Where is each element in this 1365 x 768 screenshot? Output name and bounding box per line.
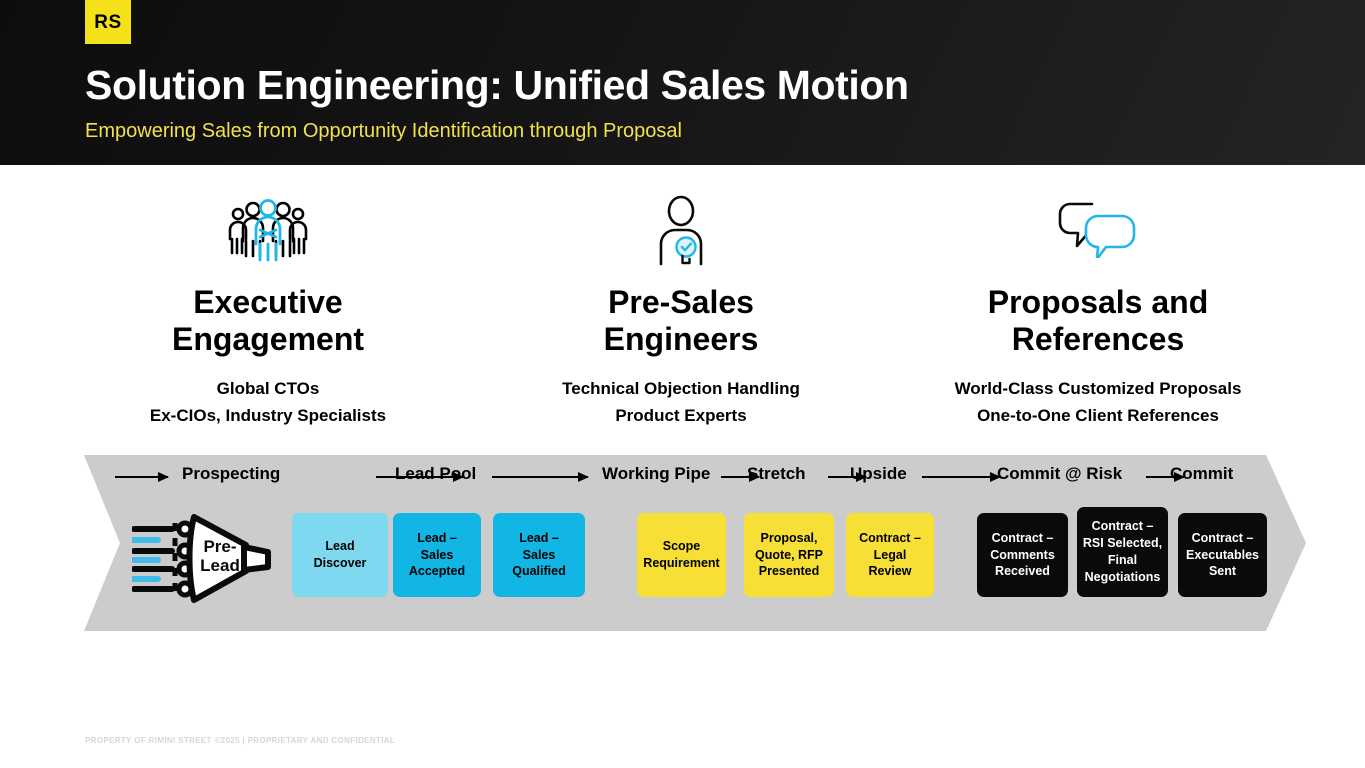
card-lead-sales-qualified[interactable]: Lead – Sales Qualified — [493, 513, 585, 597]
pillar-pre-sales-engineers: Pre-Sales Engineers Technical Objection H… — [530, 190, 832, 430]
stage-label-lead-pool: Lead Pool — [395, 464, 477, 483]
card-lead-discover[interactable]: Lead Discover — [292, 513, 388, 597]
flow-arrow-icon — [492, 471, 589, 482]
pillar-subtext: Global CTOs Ex-CIOs, Industry Specialist… — [118, 375, 418, 429]
flow-arrow-icon — [721, 471, 760, 482]
person-with-badge-icon — [530, 190, 832, 270]
page-title: Solution Engineering: Unified Sales Moti… — [85, 62, 909, 108]
card-scope-requirement[interactable]: Scope Requirement — [637, 513, 726, 597]
slide-header: RS Solution Engineering: Unified Sales M… — [0, 0, 1365, 165]
funnel-label-line-1: Pre- — [203, 537, 236, 556]
pillar-proposals-and-references: Proposals and References World-Class Cust… — [918, 190, 1278, 430]
stage-label-prospecting: Prospecting — [182, 464, 281, 483]
stage-label-stretch: Stretch — [747, 464, 806, 483]
pillar-title: Executive Engagement — [171, 284, 365, 358]
stage-label-commit-at-risk: Commit @ Risk — [997, 464, 1123, 483]
stage-label-upside: Upside — [850, 464, 907, 483]
pillar-subtext-line: One-to-One Client References — [977, 406, 1219, 426]
card-contract-rsi-selected[interactable]: Contract – RSI Selected, Final Negotiations — [1077, 507, 1168, 597]
stage-label-commit: Commit — [1170, 464, 1234, 483]
pillar-subtext: World-Class Customized Proposals One-to-… — [918, 375, 1278, 429]
pillar-title: Proposals and References — [987, 284, 1209, 358]
logo-text: RS — [94, 11, 122, 33]
footer-legal-text: PROPERTY OF RIMINI STREET ©2025 | PROPRI… — [85, 736, 396, 745]
pillar-subtext-line: Technical Objection Handling — [562, 379, 800, 399]
pillar-subtext-line: Ex-CIOs, Industry Specialists — [149, 406, 387, 426]
pillar-subtext-line: Product Experts — [615, 406, 747, 426]
pillar-subtext-line: Global CTOs — [216, 379, 320, 399]
funnel-label-line-2: Lead — [200, 556, 240, 575]
group-of-people-icon — [118, 190, 418, 270]
card-contract-executables-sent[interactable]: Contract – Executables Sent — [1178, 513, 1267, 597]
pillars-section: Executive Engagement Global CTOs Ex-CIOs,… — [0, 190, 1365, 445]
pillar-title: Pre-Sales Engineers — [603, 284, 759, 358]
card-lead-sales-accepted[interactable]: Lead – Sales Accepted — [393, 513, 481, 597]
speech-bubbles-icon — [918, 190, 1278, 270]
pillar-subtext: Technical Objection Handling Product Exp… — [530, 375, 832, 429]
pre-lead-funnel-icon: Pre- Lead — [129, 507, 282, 607]
pillar-executive-engagement: Executive Engagement Global CTOs Ex-CIOs,… — [118, 190, 418, 430]
flow-arrow-icon — [828, 471, 867, 482]
page-subtitle: Empowering Sales from Opportunity Identi… — [85, 120, 682, 142]
card-proposal-quote-rfp[interactable]: Proposal, Quote, RFP Presented — [744, 513, 834, 597]
stage-cards: Lead Discover Lead – Sales Accepted Lead – S… — [84, 455, 1306, 631]
flow-arrow-icon — [1146, 471, 1185, 482]
sales-process-band: Prospecting Lead Pool Working Pipe Stret… — [84, 455, 1306, 631]
flow-arrow-icon — [922, 471, 1001, 482]
card-contract-legal-review[interactable]: Contract – Legal Review — [846, 513, 934, 597]
pillar-subtext-line: World-Class Customized Proposals — [954, 379, 1242, 399]
rimini-street-logo: RS — [85, 0, 131, 44]
stage-label-working-pipe: Working Pipe — [602, 464, 711, 483]
flow-arrow-icon — [115, 471, 169, 482]
stage-label-row: Prospecting Lead Pool Working Pipe Stret… — [84, 455, 1306, 501]
card-contract-comments-received[interactable]: Contract – Comments Received — [977, 513, 1068, 597]
flow-arrow-icon — [376, 471, 464, 482]
